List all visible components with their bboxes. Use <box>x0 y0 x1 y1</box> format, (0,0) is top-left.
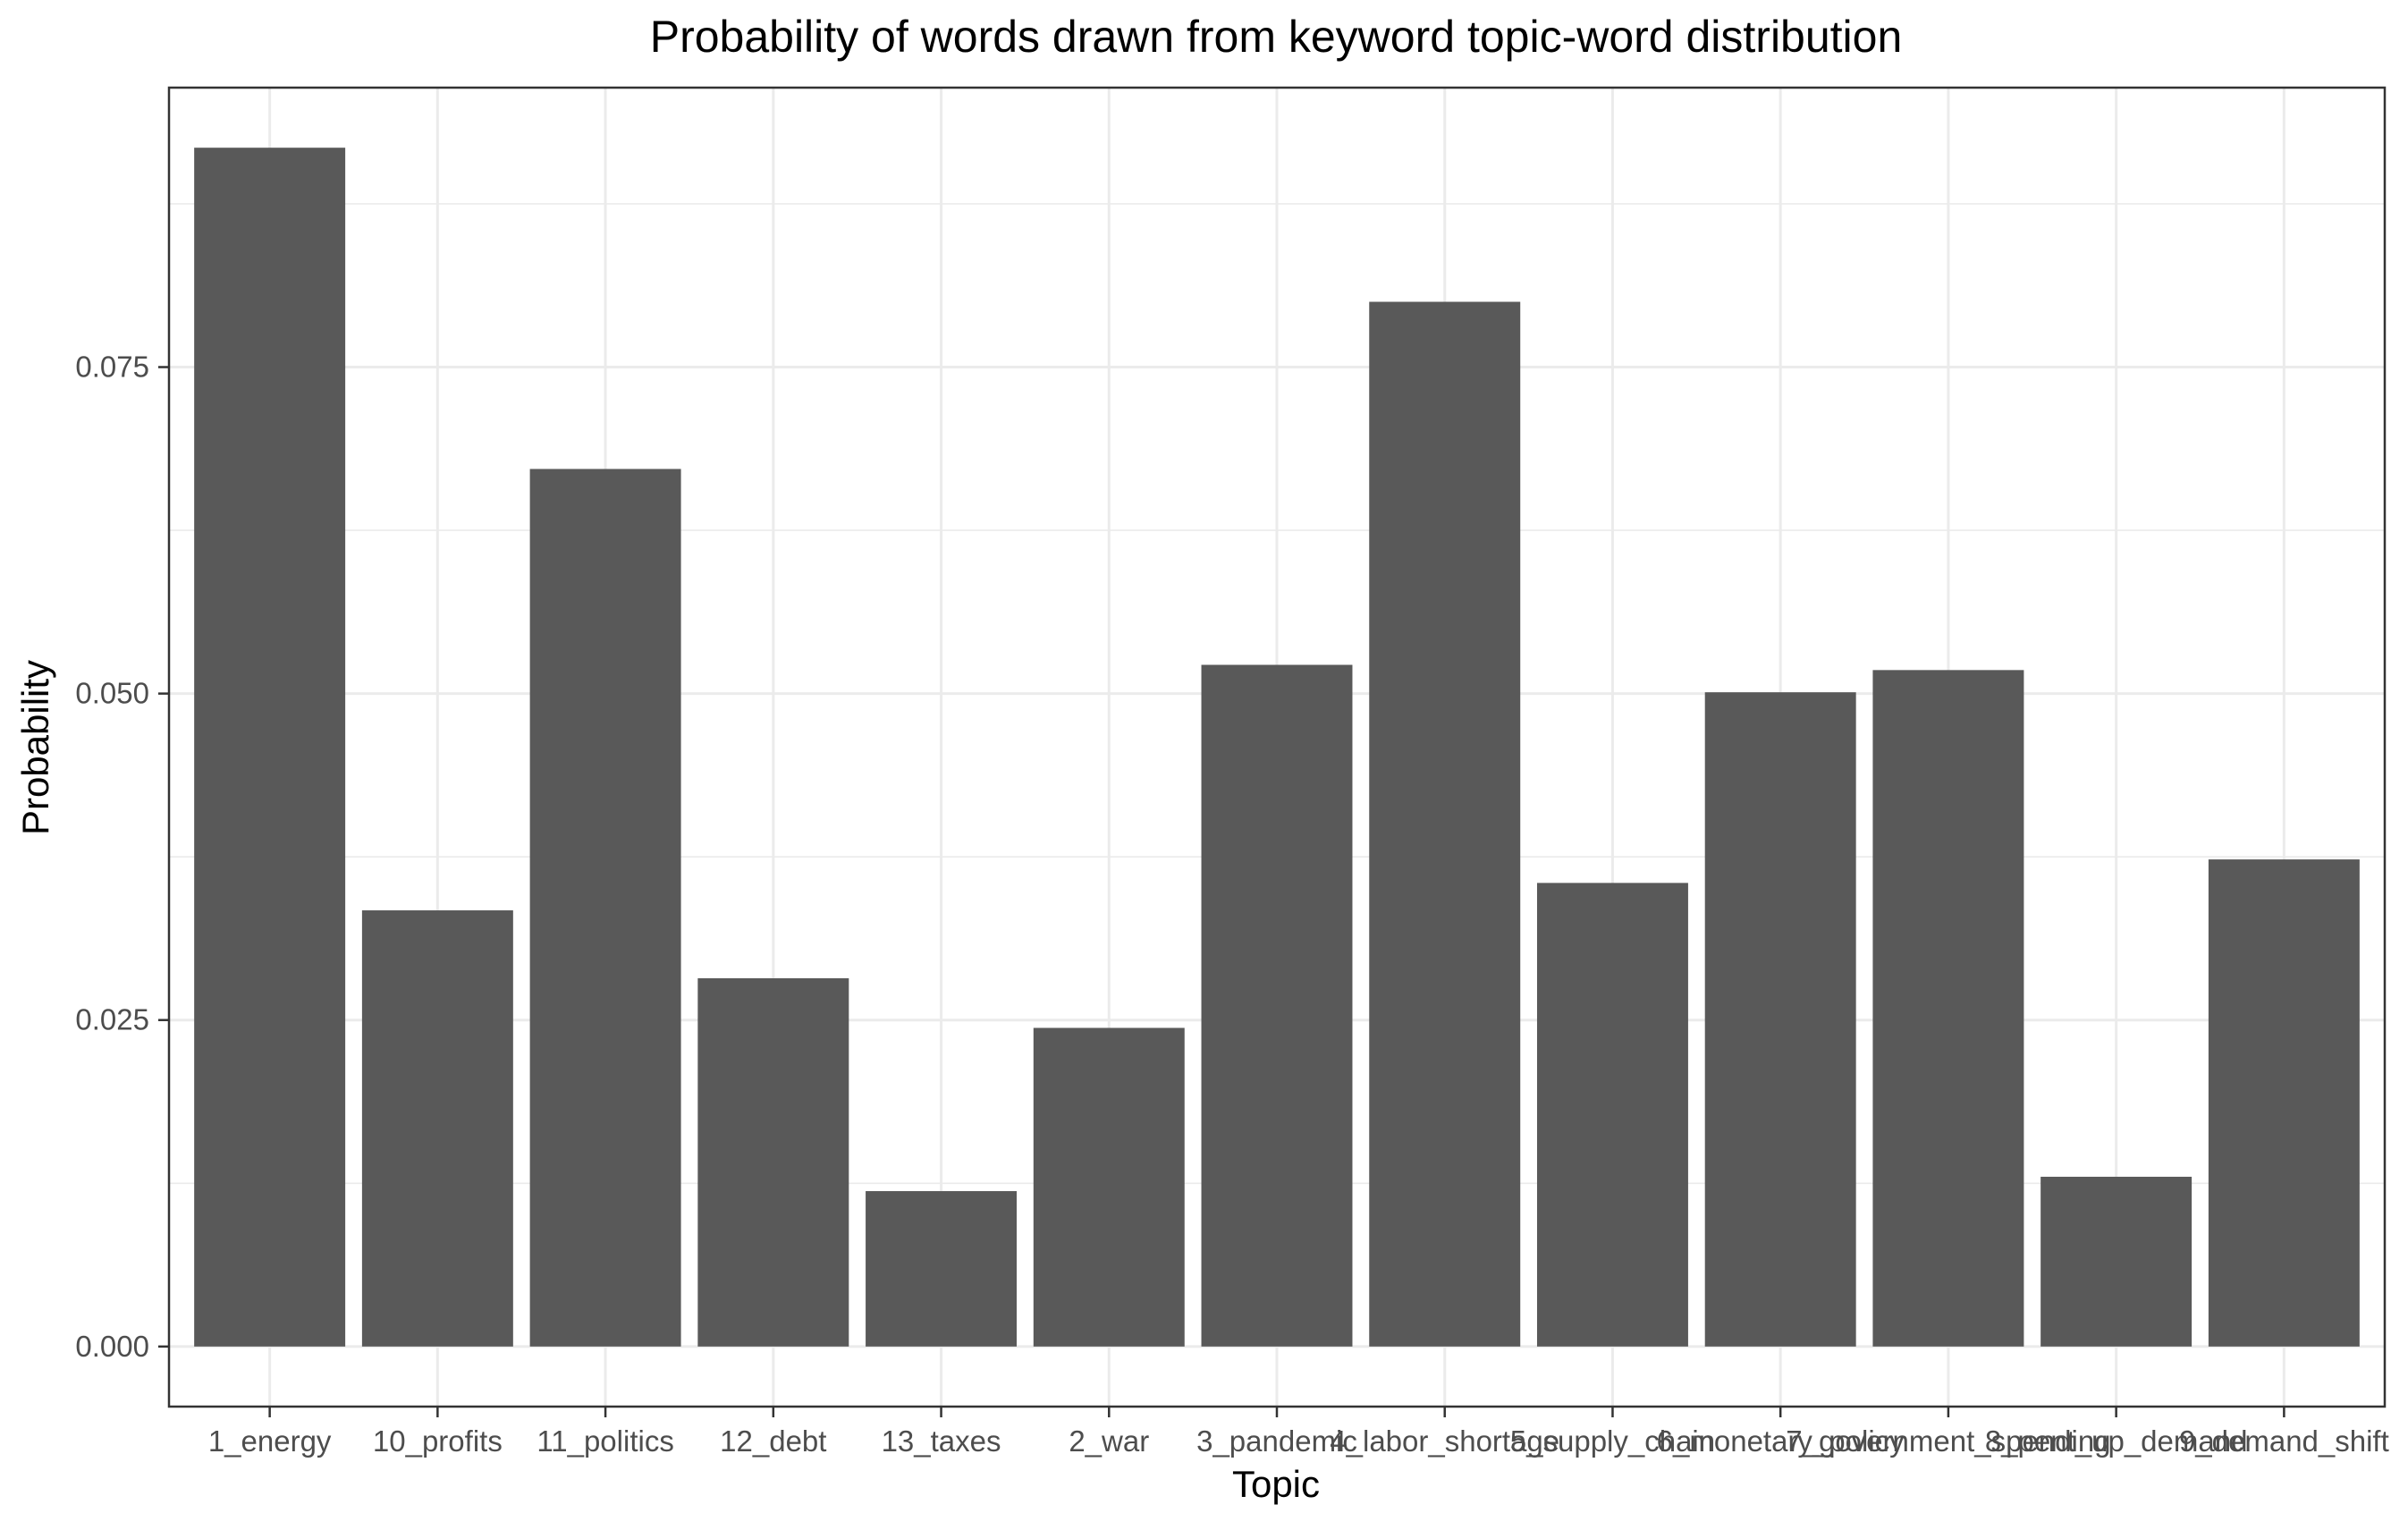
bar-8_pent_up_demand <box>2040 1176 2193 1347</box>
chart-title: Probability of words drawn from keyword … <box>650 12 1903 62</box>
bar-5_supply_chain <box>1536 883 1688 1347</box>
x-tick-label: 11_politics <box>537 1424 673 1458</box>
bar-10_profits <box>361 910 513 1347</box>
x-tick-label: 12_debt <box>720 1424 826 1458</box>
bar-4_labor_shortage <box>1369 301 1521 1347</box>
bar-9_demand_shift <box>2208 859 2360 1347</box>
bars <box>194 148 2360 1347</box>
x-axis: 1_energy 10_profits 11_politics 12_debt 13_t… <box>208 1407 2389 1458</box>
x-tick-label: 4_labor_shortage <box>1330 1424 1559 1458</box>
y-axis-title: Probability <box>14 660 56 835</box>
x-tick-label: 3_pandemic <box>1196 1424 1357 1458</box>
y-tick-label: 0.000 <box>75 1330 149 1363</box>
x-tick-label: 2_war <box>1069 1424 1149 1458</box>
x-tick-label: 9_demand_shift <box>2179 1424 2389 1458</box>
x-tick-label: 7_government_spending <box>1786 1424 2110 1458</box>
x-tick-label: 5_supply_chain <box>1510 1424 1715 1458</box>
x-tick-label: 10_profits <box>373 1424 503 1458</box>
bar-1_energy <box>194 148 346 1347</box>
bar-6_monetary_policy <box>1704 692 1856 1347</box>
y-axis: 0.000 0.025 0.050 0.075 <box>75 351 169 1363</box>
x-tick-label: 6_monetary_policy <box>1657 1424 1905 1458</box>
y-tick-label: 0.075 <box>75 351 149 384</box>
y-tick-label: 0.025 <box>75 1003 149 1036</box>
x-axis-title: Topic <box>1232 1463 1320 1505</box>
x-tick-label: 1_energy <box>208 1424 332 1458</box>
bar-12_debt <box>697 977 849 1347</box>
y-tick-label: 0.050 <box>75 677 149 710</box>
bar-11_politics <box>529 469 681 1347</box>
bar-7_government_spending <box>1872 670 2024 1347</box>
bar-13_taxes <box>866 1191 1018 1347</box>
bar-2_war <box>1033 1027 1185 1347</box>
bar-3_pandemic <box>1201 664 1353 1347</box>
x-tick-label: 13_taxes <box>882 1424 1001 1458</box>
x-tick-label: 8_pent_up_demand <box>1985 1424 2248 1458</box>
